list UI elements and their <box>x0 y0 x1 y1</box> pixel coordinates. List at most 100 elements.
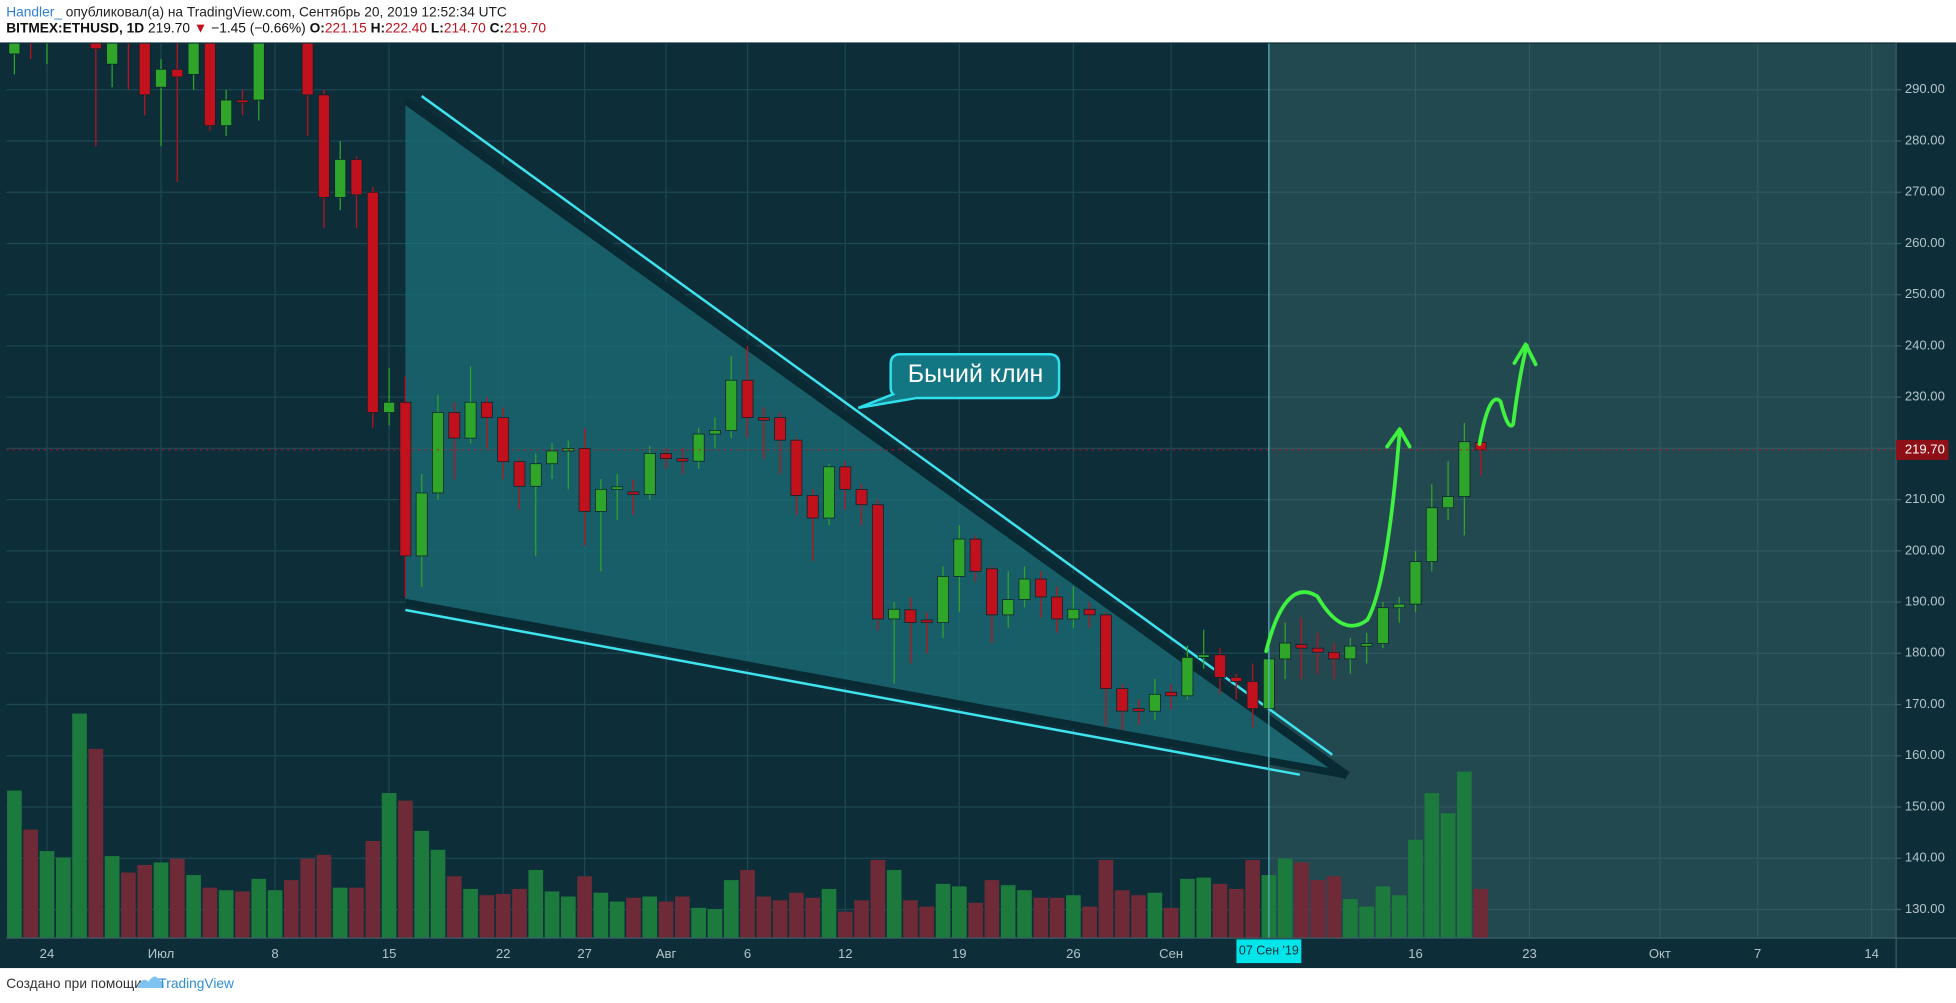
candle-body <box>1132 708 1145 712</box>
volume-bar <box>7 790 22 939</box>
candle-body <box>806 495 819 519</box>
x-tick-label: 23 <box>1522 946 1537 961</box>
x-tick-label: 19 <box>952 946 967 961</box>
y-tick-label: 270.00 <box>1905 184 1945 199</box>
volume-bar <box>202 887 218 939</box>
volume-bar <box>854 900 869 939</box>
volume-bar <box>414 830 430 939</box>
callout: Бычий клин <box>857 353 1061 410</box>
candle-body <box>220 99 233 127</box>
candle-body <box>757 417 770 421</box>
x-tick-label: Июл <box>148 946 175 961</box>
candle-body <box>415 492 428 557</box>
candle-body <box>529 463 542 487</box>
candle-body <box>969 538 982 572</box>
volume-bar <box>805 897 821 939</box>
volume-bar <box>169 858 185 939</box>
candle-body <box>546 450 558 465</box>
volume-bar <box>365 840 381 939</box>
candle-body <box>1067 608 1080 620</box>
volume-bar <box>675 896 690 939</box>
volume-bar <box>300 858 315 939</box>
change-arrow: ▼ <box>194 20 208 35</box>
wedge-edge <box>404 598 1346 779</box>
y-tick-label: 140.00 <box>1905 850 1945 865</box>
candle-body <box>725 379 738 431</box>
volume-bar <box>886 870 902 939</box>
volume-bar <box>707 909 723 939</box>
volume-bar <box>104 856 120 939</box>
candle-body <box>594 488 607 512</box>
y-tick-label: 130.00 <box>1905 901 1945 916</box>
candle-body <box>578 448 591 512</box>
candle-body <box>823 466 835 519</box>
candle-body <box>920 619 933 623</box>
volume-bar <box>267 890 283 939</box>
candle-body <box>1051 596 1063 620</box>
volume-bar <box>658 901 674 939</box>
y-tick-label: 250.00 <box>1905 286 1945 301</box>
volume-bar <box>772 900 788 939</box>
ohlc-value: 214.70 <box>444 20 486 35</box>
ohlc-label: L: <box>431 20 444 35</box>
candle-body <box>1311 647 1324 653</box>
trend-line <box>420 95 1334 756</box>
y-tick-label: 240.00 <box>1905 337 1945 352</box>
candle-body <box>985 568 998 616</box>
candle-body <box>1377 607 1389 644</box>
volume-bar <box>1294 862 1309 939</box>
candles <box>8 43 1487 731</box>
x-tick-label: 24 <box>40 946 55 961</box>
candle-body <box>741 379 754 419</box>
volume-bar <box>495 893 511 939</box>
symbol: BITMEX:ETHUSD, 1D <box>6 20 144 35</box>
author[interactable]: Handler_ <box>6 4 62 19</box>
candle-body <box>790 439 803 496</box>
volume-bar <box>1147 892 1163 939</box>
volume-bar <box>1310 880 1326 939</box>
forecast-path <box>1477 343 1529 446</box>
candle-body <box>643 453 656 495</box>
candle-body <box>171 68 184 78</box>
volume-bar <box>332 887 348 939</box>
volume-bar <box>1212 883 1228 939</box>
candle-body <box>1214 654 1226 678</box>
candle-body <box>350 159 363 196</box>
falling-wedge-drawing <box>402 95 1350 780</box>
callout-box <box>857 353 1061 410</box>
x-tick-label: 15 <box>382 946 397 961</box>
volume-bar <box>1424 793 1440 939</box>
y-tick-label: 280.00 <box>1905 132 1945 147</box>
volume-bar <box>821 888 837 939</box>
candle-body <box>155 68 167 88</box>
volume-bar <box>1131 895 1146 939</box>
ohlc-label: H: <box>371 20 385 35</box>
last-price: 219.70 <box>148 20 190 35</box>
forecast-path <box>1264 429 1402 654</box>
volume-bar <box>479 895 495 939</box>
candle-body <box>660 453 672 459</box>
volume-bar <box>1228 888 1244 939</box>
brand-text[interactable]: TradingView <box>158 976 234 991</box>
candle-body <box>366 191 379 413</box>
y-tick-label: 190.00 <box>1905 594 1945 609</box>
volume-bar <box>121 872 136 939</box>
volume-bar <box>1114 890 1130 939</box>
candle-body <box>1360 643 1373 647</box>
candle-body <box>106 43 119 65</box>
volume-bar <box>1375 886 1391 939</box>
volume-bar <box>919 906 935 939</box>
y-tick-label: 210.00 <box>1905 491 1945 506</box>
volume-bar <box>951 886 967 939</box>
volume-bar <box>1440 813 1456 939</box>
volume-bar <box>1017 890 1032 939</box>
candle-body <box>1393 603 1406 609</box>
volume-bar <box>1326 876 1342 939</box>
volume-bar <box>218 890 234 939</box>
volume-bars <box>7 713 1489 939</box>
arrow-head <box>1385 427 1412 449</box>
brand-logo[interactable]: TradingView <box>137 976 234 991</box>
candle-body <box>1116 688 1129 712</box>
volume-bar <box>284 880 299 939</box>
volume-bar <box>1457 771 1472 939</box>
